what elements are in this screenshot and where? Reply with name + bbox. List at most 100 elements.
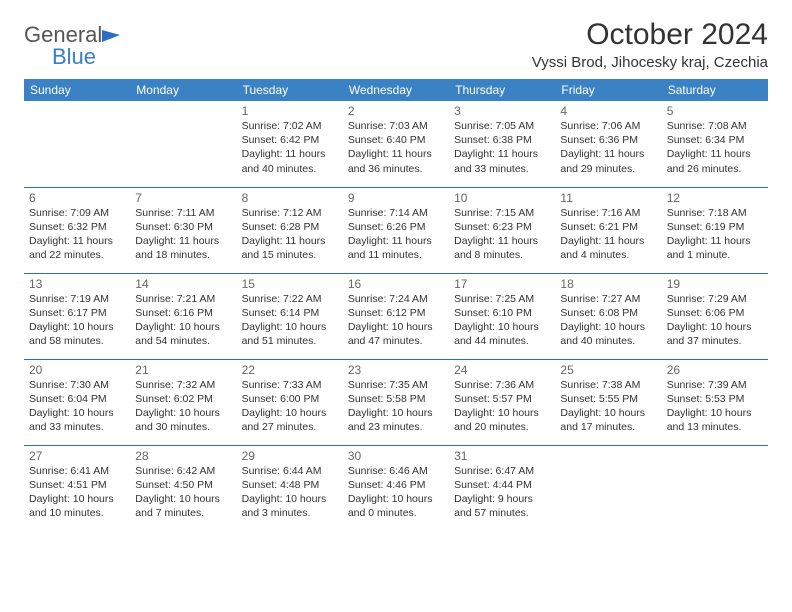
day-details: Sunrise: 7:35 AMSunset: 5:58 PMDaylight:… [348, 378, 444, 435]
day-number: 14 [135, 277, 231, 291]
calendar-day-cell: 29Sunrise: 6:44 AMSunset: 4:48 PMDayligh… [237, 445, 343, 531]
day-number: 23 [348, 363, 444, 377]
day-number: 8 [242, 191, 338, 205]
logo-arrow-icon [102, 24, 120, 46]
logo-text: General Blue [24, 24, 120, 68]
calendar-empty-cell [24, 101, 130, 187]
day-number: 30 [348, 449, 444, 463]
calendar-day-cell: 7Sunrise: 7:11 AMSunset: 6:30 PMDaylight… [130, 187, 236, 273]
day-details: Sunrise: 7:24 AMSunset: 6:12 PMDaylight:… [348, 292, 444, 349]
day-details: Sunrise: 7:02 AMSunset: 6:42 PMDaylight:… [242, 119, 338, 176]
month-title: October 2024 [532, 18, 768, 52]
day-details: Sunrise: 7:12 AMSunset: 6:28 PMDaylight:… [242, 206, 338, 263]
calendar-day-cell: 13Sunrise: 7:19 AMSunset: 6:17 PMDayligh… [24, 273, 130, 359]
calendar-day-cell: 19Sunrise: 7:29 AMSunset: 6:06 PMDayligh… [662, 273, 768, 359]
day-details: Sunrise: 7:29 AMSunset: 6:06 PMDaylight:… [667, 292, 763, 349]
day-details: Sunrise: 7:21 AMSunset: 6:16 PMDaylight:… [135, 292, 231, 349]
calendar-week-row: 27Sunrise: 6:41 AMSunset: 4:51 PMDayligh… [24, 445, 768, 531]
day-details: Sunrise: 7:05 AMSunset: 6:38 PMDaylight:… [454, 119, 550, 176]
calendar-day-cell: 5Sunrise: 7:08 AMSunset: 6:34 PMDaylight… [662, 101, 768, 187]
calendar-header-row: SundayMondayTuesdayWednesdayThursdayFrid… [24, 79, 768, 101]
calendar-week-row: 6Sunrise: 7:09 AMSunset: 6:32 PMDaylight… [24, 187, 768, 273]
day-number: 5 [667, 104, 763, 118]
weekday-header: Tuesday [237, 79, 343, 101]
day-details: Sunrise: 7:09 AMSunset: 6:32 PMDaylight:… [29, 206, 125, 263]
calendar-table: SundayMondayTuesdayWednesdayThursdayFrid… [24, 79, 768, 531]
calendar-day-cell: 6Sunrise: 7:09 AMSunset: 6:32 PMDaylight… [24, 187, 130, 273]
day-details: Sunrise: 7:11 AMSunset: 6:30 PMDaylight:… [135, 206, 231, 263]
calendar-body: 1Sunrise: 7:02 AMSunset: 6:42 PMDaylight… [24, 101, 768, 531]
day-details: Sunrise: 7:15 AMSunset: 6:23 PMDaylight:… [454, 206, 550, 263]
day-number: 9 [348, 191, 444, 205]
calendar-day-cell: 30Sunrise: 6:46 AMSunset: 4:46 PMDayligh… [343, 445, 449, 531]
calendar-day-cell: 27Sunrise: 6:41 AMSunset: 4:51 PMDayligh… [24, 445, 130, 531]
day-details: Sunrise: 7:19 AMSunset: 6:17 PMDaylight:… [29, 292, 125, 349]
logo: General Blue [24, 24, 120, 68]
day-number: 25 [560, 363, 656, 377]
logo-word-blue: Blue [52, 44, 96, 69]
day-details: Sunrise: 7:32 AMSunset: 6:02 PMDaylight:… [135, 378, 231, 435]
calendar-week-row: 1Sunrise: 7:02 AMSunset: 6:42 PMDaylight… [24, 101, 768, 187]
day-details: Sunrise: 7:06 AMSunset: 6:36 PMDaylight:… [560, 119, 656, 176]
day-details: Sunrise: 7:27 AMSunset: 6:08 PMDaylight:… [560, 292, 656, 349]
calendar-day-cell: 31Sunrise: 6:47 AMSunset: 4:44 PMDayligh… [449, 445, 555, 531]
day-number: 7 [135, 191, 231, 205]
day-number: 16 [348, 277, 444, 291]
day-number: 2 [348, 104, 444, 118]
day-details: Sunrise: 7:16 AMSunset: 6:21 PMDaylight:… [560, 206, 656, 263]
day-number: 21 [135, 363, 231, 377]
day-details: Sunrise: 7:22 AMSunset: 6:14 PMDaylight:… [242, 292, 338, 349]
page-header: General Blue October 2024 Vyssi Brod, Ji… [24, 18, 768, 71]
weekday-header: Thursday [449, 79, 555, 101]
day-details: Sunrise: 6:46 AMSunset: 4:46 PMDaylight:… [348, 464, 444, 521]
calendar-day-cell: 21Sunrise: 7:32 AMSunset: 6:02 PMDayligh… [130, 359, 236, 445]
day-number: 24 [454, 363, 550, 377]
calendar-day-cell: 28Sunrise: 6:42 AMSunset: 4:50 PMDayligh… [130, 445, 236, 531]
day-details: Sunrise: 6:47 AMSunset: 4:44 PMDaylight:… [454, 464, 550, 521]
calendar-day-cell: 11Sunrise: 7:16 AMSunset: 6:21 PMDayligh… [555, 187, 661, 273]
day-number: 28 [135, 449, 231, 463]
calendar-day-cell: 26Sunrise: 7:39 AMSunset: 5:53 PMDayligh… [662, 359, 768, 445]
day-number: 17 [454, 277, 550, 291]
weekday-header: Wednesday [343, 79, 449, 101]
day-number: 31 [454, 449, 550, 463]
calendar-day-cell: 8Sunrise: 7:12 AMSunset: 6:28 PMDaylight… [237, 187, 343, 273]
day-details: Sunrise: 6:44 AMSunset: 4:48 PMDaylight:… [242, 464, 338, 521]
calendar-day-cell: 16Sunrise: 7:24 AMSunset: 6:12 PMDayligh… [343, 273, 449, 359]
calendar-day-cell: 20Sunrise: 7:30 AMSunset: 6:04 PMDayligh… [24, 359, 130, 445]
weekday-header: Sunday [24, 79, 130, 101]
calendar-day-cell: 9Sunrise: 7:14 AMSunset: 6:26 PMDaylight… [343, 187, 449, 273]
day-details: Sunrise: 7:38 AMSunset: 5:55 PMDaylight:… [560, 378, 656, 435]
calendar-day-cell: 23Sunrise: 7:35 AMSunset: 5:58 PMDayligh… [343, 359, 449, 445]
calendar-day-cell: 24Sunrise: 7:36 AMSunset: 5:57 PMDayligh… [449, 359, 555, 445]
day-number: 10 [454, 191, 550, 205]
calendar-day-cell: 17Sunrise: 7:25 AMSunset: 6:10 PMDayligh… [449, 273, 555, 359]
day-number: 18 [560, 277, 656, 291]
calendar-day-cell: 10Sunrise: 7:15 AMSunset: 6:23 PMDayligh… [449, 187, 555, 273]
calendar-day-cell: 25Sunrise: 7:38 AMSunset: 5:55 PMDayligh… [555, 359, 661, 445]
calendar-empty-cell [130, 101, 236, 187]
day-number: 3 [454, 104, 550, 118]
location-text: Vyssi Brod, Jihocesky kraj, Czechia [532, 54, 768, 71]
day-details: Sunrise: 7:33 AMSunset: 6:00 PMDaylight:… [242, 378, 338, 435]
weekday-header: Friday [555, 79, 661, 101]
day-details: Sunrise: 7:18 AMSunset: 6:19 PMDaylight:… [667, 206, 763, 263]
day-number: 12 [667, 191, 763, 205]
title-block: October 2024 Vyssi Brod, Jihocesky kraj,… [532, 18, 768, 71]
calendar-day-cell: 2Sunrise: 7:03 AMSunset: 6:40 PMDaylight… [343, 101, 449, 187]
day-number: 13 [29, 277, 125, 291]
day-number: 19 [667, 277, 763, 291]
day-details: Sunrise: 7:03 AMSunset: 6:40 PMDaylight:… [348, 119, 444, 176]
calendar-day-cell: 15Sunrise: 7:22 AMSunset: 6:14 PMDayligh… [237, 273, 343, 359]
calendar-day-cell: 14Sunrise: 7:21 AMSunset: 6:16 PMDayligh… [130, 273, 236, 359]
calendar-day-cell: 1Sunrise: 7:02 AMSunset: 6:42 PMDaylight… [237, 101, 343, 187]
calendar-day-cell: 12Sunrise: 7:18 AMSunset: 6:19 PMDayligh… [662, 187, 768, 273]
calendar-day-cell: 22Sunrise: 7:33 AMSunset: 6:00 PMDayligh… [237, 359, 343, 445]
day-number: 27 [29, 449, 125, 463]
weekday-header: Monday [130, 79, 236, 101]
day-details: Sunrise: 7:25 AMSunset: 6:10 PMDaylight:… [454, 292, 550, 349]
day-number: 20 [29, 363, 125, 377]
day-details: Sunrise: 6:41 AMSunset: 4:51 PMDaylight:… [29, 464, 125, 521]
weekday-header: Saturday [662, 79, 768, 101]
day-details: Sunrise: 7:14 AMSunset: 6:26 PMDaylight:… [348, 206, 444, 263]
